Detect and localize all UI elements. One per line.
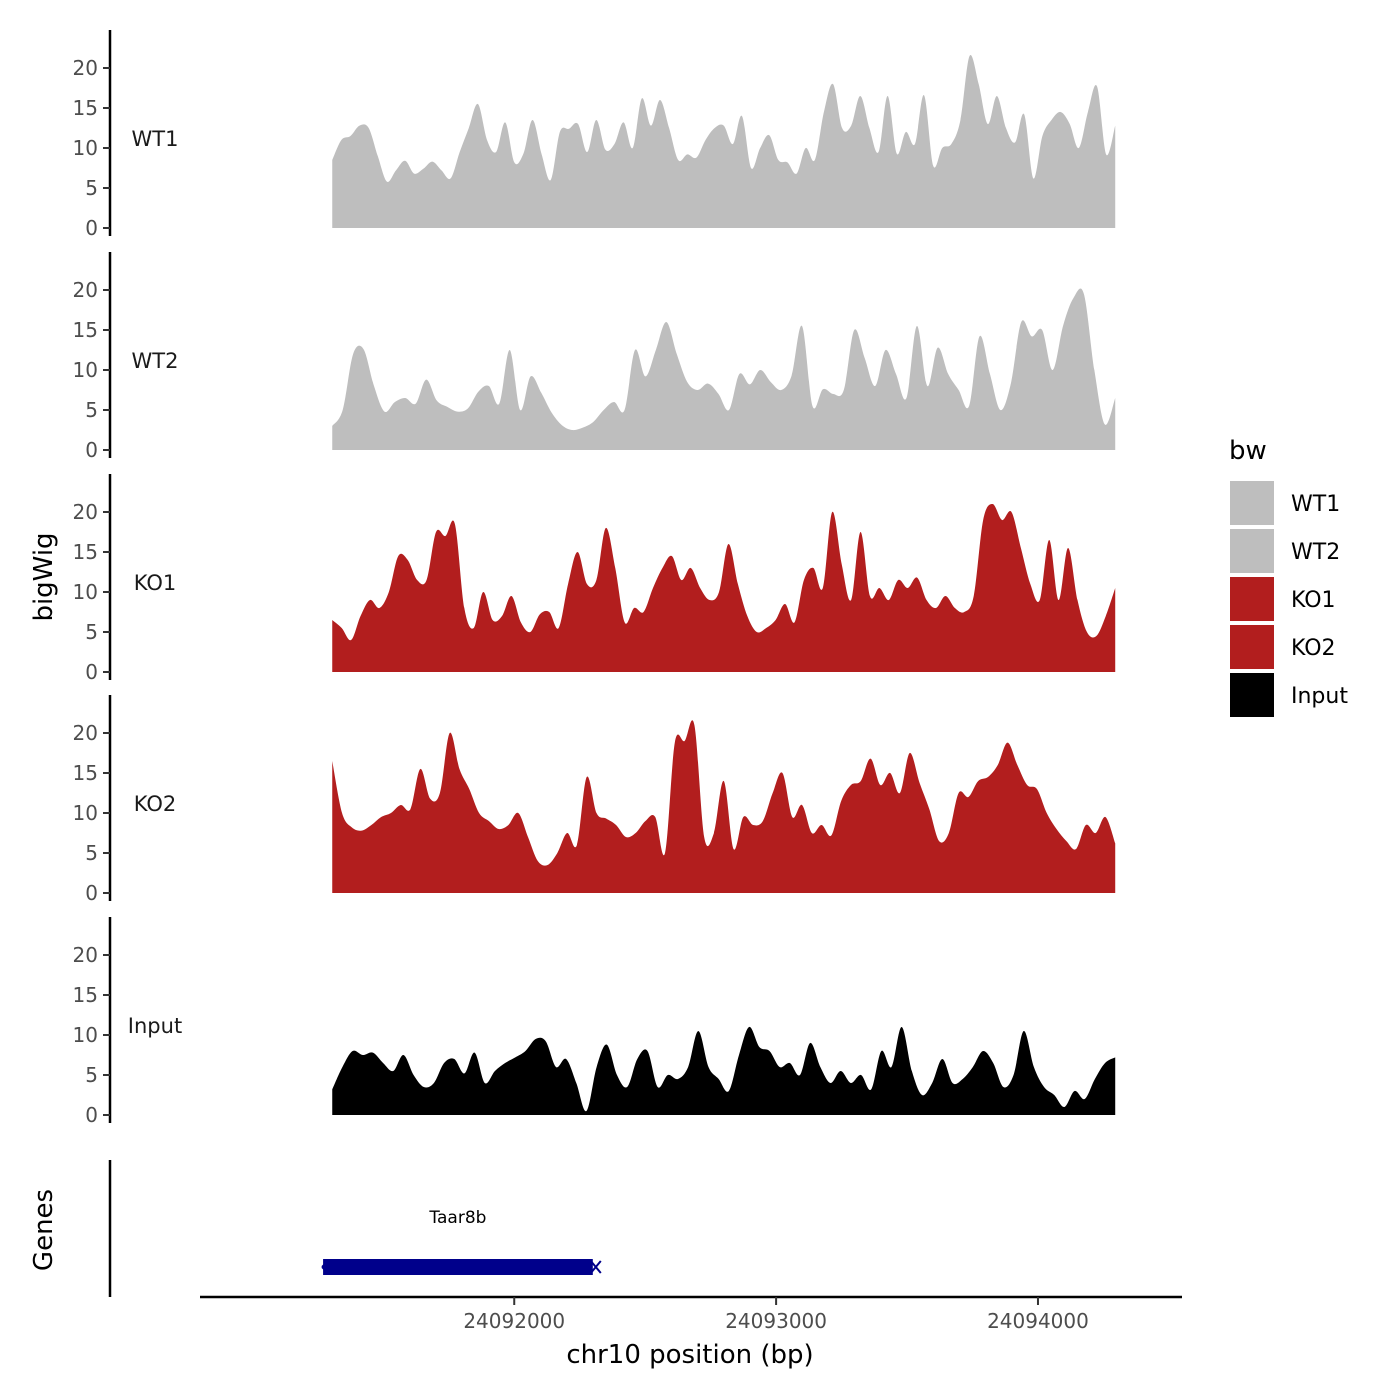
y-tick-label: 15: [73, 540, 98, 564]
x-tick-label: 24094000: [987, 1309, 1089, 1333]
track-label: WT1: [132, 127, 179, 151]
legend-key-ko1: [1228, 575, 1276, 623]
legend-key-wt2: [1228, 527, 1276, 575]
y-tick-label: 20: [73, 278, 98, 302]
track-wt1: 0 5 10 15 20 WT1: [73, 30, 1116, 240]
y-tick-label: 10: [73, 801, 98, 825]
area-wt1: [332, 55, 1116, 229]
y-tick-label: 15: [73, 761, 98, 785]
track-label: KO1: [134, 571, 177, 595]
track-label: WT2: [132, 349, 179, 373]
area-input: [332, 1026, 1116, 1115]
x-axis: 24092000 24093000 24094000: [200, 1295, 1182, 1333]
y-tick-label: 20: [73, 500, 98, 524]
y-tick-label: 0: [85, 881, 98, 905]
legend-label-ko2: KO2: [1291, 636, 1336, 661]
track-wt2: 0 5 10 15 20 WT2: [73, 252, 1116, 462]
legend-key-input: [1228, 671, 1276, 719]
y-tick-label: 20: [73, 56, 98, 80]
y-tick-label: 5: [85, 620, 98, 644]
genes-panel: Taar8b: [108, 1160, 602, 1297]
y-tick-label: 10: [73, 580, 98, 604]
y-tick-label: 0: [85, 216, 98, 240]
y-tick-label: 15: [73, 983, 98, 1007]
y-tick-label: 0: [85, 438, 98, 462]
y-tick-label: 0: [85, 1103, 98, 1127]
y-tick-label: 10: [73, 136, 98, 160]
y-tick-label: 20: [73, 721, 98, 745]
track-ko1: 0 5 10 15 20 KO1: [73, 474, 1116, 684]
legend-label-wt1: WT1: [1291, 492, 1340, 517]
legend-label-ko1: KO1: [1291, 588, 1336, 613]
gene-body: [323, 1259, 593, 1275]
track-ko2: 0 5 10 15 20 KO2: [73, 695, 1116, 905]
y-axis-title: bigWig: [29, 532, 59, 621]
x-tick-label: 24092000: [463, 1309, 565, 1333]
x-axis-title: chr10 position (bp): [566, 1340, 813, 1370]
y-tick-label: 5: [85, 398, 98, 422]
area-wt2: [332, 288, 1116, 450]
area-ko1: [332, 504, 1116, 672]
area-ko2: [332, 720, 1116, 893]
gene-strand-arrow: [321, 1260, 329, 1274]
track-input: 0 5 10 15 20 Input: [73, 917, 1116, 1127]
track-label: KO2: [134, 792, 177, 816]
y-tick-label: 20: [73, 943, 98, 967]
y-tick-label: 10: [73, 1023, 98, 1047]
y-tick-label: 10: [73, 358, 98, 382]
legend-key-ko2: [1228, 623, 1276, 671]
legend-label-input: Input: [1291, 684, 1348, 709]
y-tick-label: 15: [73, 96, 98, 120]
y-tick-label: 5: [85, 176, 98, 200]
y-tick-label: 5: [85, 841, 98, 865]
legend: bw WT1 WT2 KO1 KO2 Input: [1228, 436, 1348, 719]
gene-strand-arrow: [590, 1260, 602, 1274]
y-tick-label: 5: [85, 1063, 98, 1087]
legend-label-wt2: WT2: [1291, 540, 1340, 565]
legend-key-wt1: [1228, 479, 1276, 527]
y-tick-label: 0: [85, 660, 98, 684]
track-panels: 0 5 10 15 20 WT1 0 5 10 15 20 WT2 0 5 10 15 20 KO1 0 5 10 15 2…: [73, 30, 1116, 1127]
x-tick-label: 24093000: [725, 1309, 827, 1333]
genes-axis-title: Genes: [29, 1189, 59, 1271]
gene-label: Taar8b: [428, 1208, 486, 1228]
y-tick-label: 15: [73, 318, 98, 342]
track-label: Input: [128, 1014, 182, 1038]
legend-title: bw: [1229, 436, 1267, 466]
